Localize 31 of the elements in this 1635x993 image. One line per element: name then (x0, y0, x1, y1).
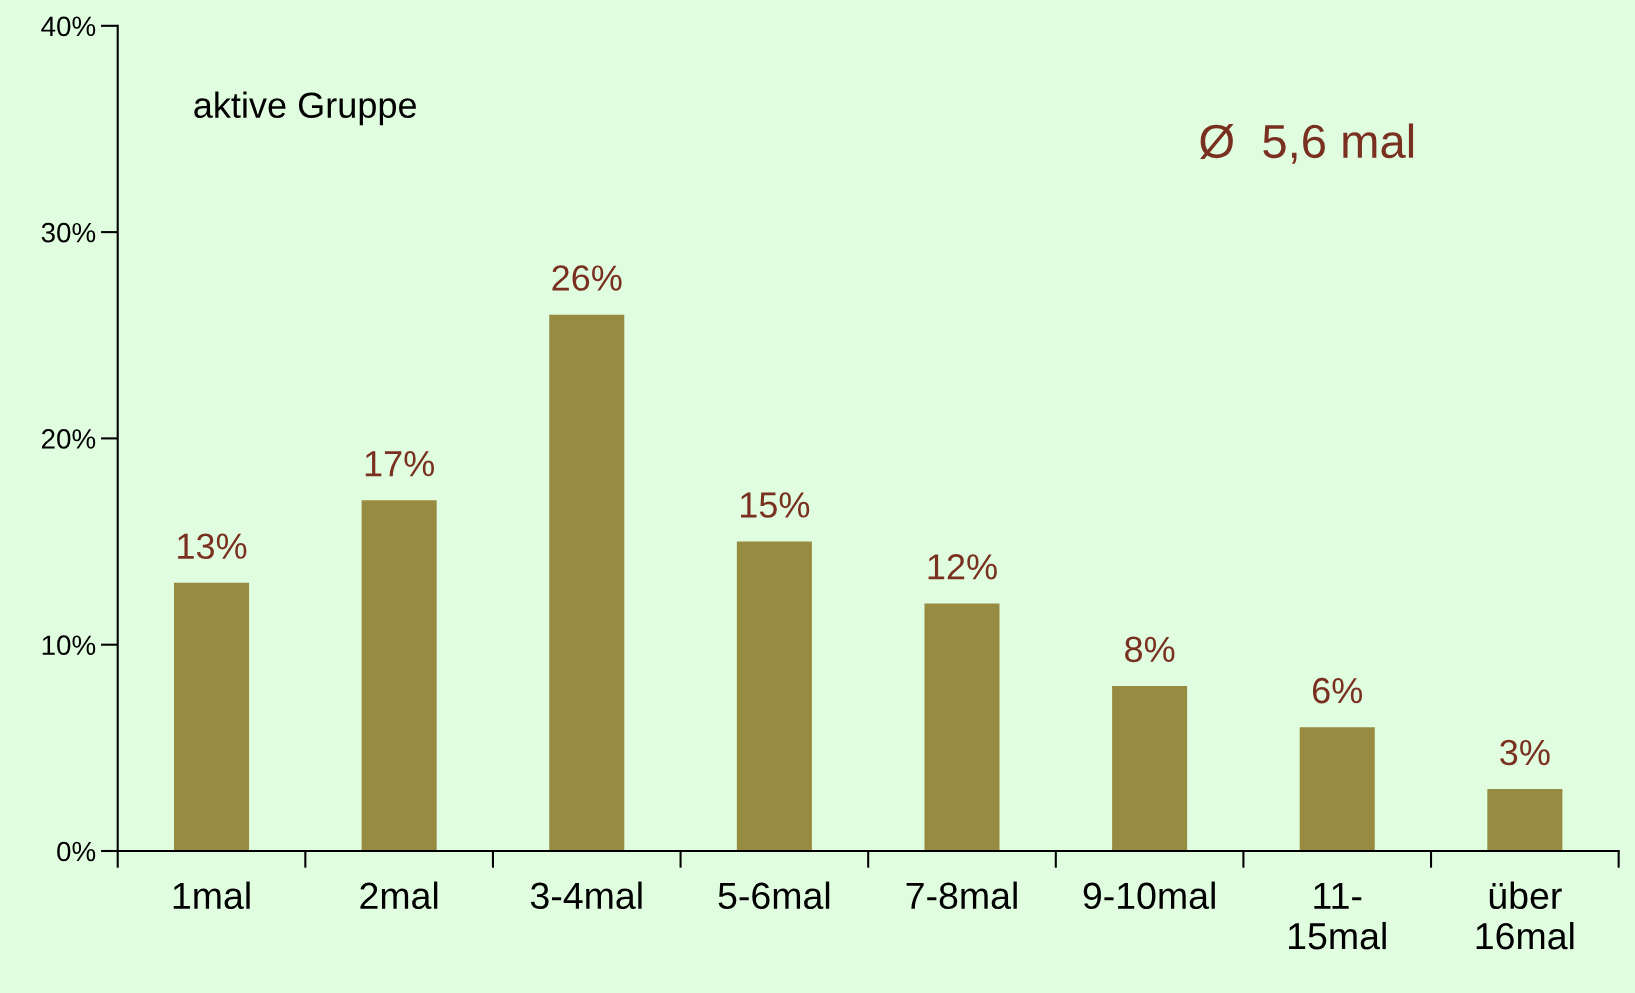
annotation: Ø 5,6 mal (1200, 123, 1414, 164)
data-label: 6% (1312, 677, 1363, 704)
y-tick-label: 30% (41, 222, 96, 243)
data-label: 8% (1125, 636, 1175, 663)
data-label: 3% (1500, 739, 1550, 766)
x-tick-label: 3-4mal (530, 881, 642, 910)
data-label: 26% (552, 265, 622, 291)
x-tick-label: 11- 15mal (1289, 882, 1386, 950)
bar (1112, 685, 1188, 851)
x-tick-label: 1mal (173, 881, 250, 910)
x-tick-label: über 16mal (1476, 881, 1574, 950)
annotation: aktive Gruppe (194, 91, 416, 126)
y-tick-label: 20% (42, 429, 96, 449)
bar (1487, 789, 1563, 851)
bar (361, 500, 437, 851)
bar (174, 582, 250, 851)
data-label: 12% (928, 554, 997, 580)
bar (1299, 727, 1375, 851)
bar (736, 541, 812, 851)
bar (924, 603, 1000, 851)
data-label: 17% (365, 451, 434, 477)
x-tick-label: 9-10mal (1083, 881, 1215, 910)
data-label: 13% (178, 533, 247, 560)
bar (549, 314, 625, 851)
x-tick-label: 2mal (360, 881, 438, 910)
y-tick-label: 0% (57, 841, 96, 862)
y-tick-label: 10% (42, 635, 96, 656)
x-tick-label: 7-8mal (906, 881, 1017, 910)
data-label: 15% (740, 492, 810, 518)
x-tick-label: 5-6mal (718, 881, 830, 910)
y-tick-label: 40% (41, 16, 96, 37)
